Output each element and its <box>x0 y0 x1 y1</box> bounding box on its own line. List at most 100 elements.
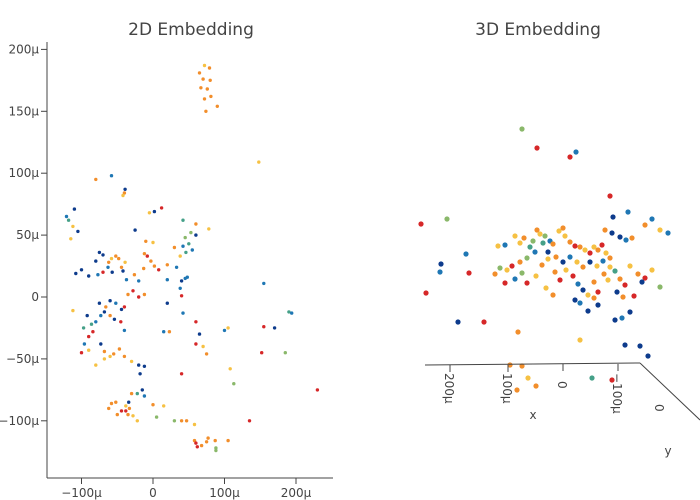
scatter-point-3d <box>570 273 576 279</box>
scatter-point <box>96 273 100 277</box>
scatter-point <box>82 342 87 346</box>
scatter-point <box>207 66 212 70</box>
scatter-point <box>202 97 207 101</box>
scatter-point <box>202 63 207 68</box>
scatter-point-3d <box>601 271 607 277</box>
scatter-point <box>152 264 157 268</box>
x-tick-label: 100μ <box>209 486 240 500</box>
scatter-point <box>122 305 127 309</box>
scatter-point <box>262 281 266 286</box>
scatter-point <box>197 71 202 75</box>
scatter-point-3d <box>665 230 671 236</box>
scatter-point-3d <box>438 261 444 267</box>
scatter-point <box>142 252 147 256</box>
scatter-point <box>142 292 147 297</box>
scatter-point-3d <box>552 269 558 275</box>
scatter-point-3d <box>585 308 591 314</box>
scatter-point <box>214 446 218 450</box>
scatter-point <box>114 400 118 404</box>
scatter-point-3d <box>642 275 648 281</box>
scatter-point-3d <box>543 285 549 291</box>
scatter-point <box>102 357 107 361</box>
scatter-point <box>192 438 197 443</box>
scatter-point <box>192 422 197 427</box>
scatter-point-3d <box>620 294 626 300</box>
scatter-point-3d <box>627 309 633 315</box>
scatter-point-3d <box>509 263 515 269</box>
scatter-point-3d <box>512 233 518 239</box>
scatter-point <box>151 403 155 407</box>
scatter-point <box>260 351 264 355</box>
scatter-point <box>85 313 89 318</box>
scatter-point <box>315 388 320 392</box>
y-tick-label: 200μ <box>8 42 39 56</box>
scatter-point <box>247 419 252 423</box>
scatter-point-3d <box>589 375 595 381</box>
scatter-point-3d <box>591 244 597 250</box>
scatter-point-3d <box>623 237 629 243</box>
scatter-point <box>132 273 137 277</box>
scatter-point <box>79 351 84 355</box>
scatter-point-3d <box>607 264 613 270</box>
scatter-point-3d <box>532 249 538 255</box>
scatter-point <box>112 352 116 356</box>
scatter-point-3d <box>550 241 556 247</box>
scatter-point <box>137 363 141 367</box>
scatter-point <box>172 245 177 250</box>
scatter-point-3d <box>607 193 613 199</box>
scatter-point <box>214 448 218 453</box>
scatter-point <box>179 419 184 423</box>
scatter-point <box>178 254 182 258</box>
scatter-point <box>162 330 166 334</box>
scatter-point-3d <box>631 293 637 299</box>
scatter-point <box>129 359 134 364</box>
scatter-point <box>133 228 137 232</box>
scatter-point <box>181 218 185 222</box>
scatter-point-3d <box>466 270 472 276</box>
scatter-point <box>142 266 146 271</box>
scatter-point-3d <box>521 235 527 241</box>
y-tick-label: 50μ <box>16 228 39 242</box>
scatter-point-3d <box>560 225 566 231</box>
scatter-point <box>226 438 230 443</box>
scatter-point-3d <box>519 270 525 276</box>
scatter-point-3d <box>517 259 523 265</box>
scatter-point <box>71 308 75 313</box>
scatter-point <box>124 409 128 413</box>
scatter-point-3d <box>637 343 643 349</box>
scatter-point-3d <box>617 276 623 282</box>
scatter-point <box>179 372 184 376</box>
scatter-point-3d <box>582 247 588 253</box>
scatter-point <box>199 443 204 448</box>
scatter-point-3d <box>495 243 501 249</box>
scatter-point <box>194 320 198 324</box>
scatter-point-3d <box>481 319 487 325</box>
scatter-point-3d <box>525 375 531 381</box>
scatter-point <box>194 441 198 445</box>
scatter-point-3d <box>622 342 628 348</box>
scatter-point-3d <box>545 256 551 262</box>
scatter-point-3d <box>614 289 620 295</box>
x-tick-label-3d: 0 <box>555 381 569 389</box>
scatter-point-3d <box>587 250 593 256</box>
y-axis-ticks: −100μ −50μ 0 50μ 100μ 150μ 200μ <box>0 42 47 428</box>
scatter-point-3d <box>539 262 545 268</box>
scatter-point <box>102 310 107 314</box>
scatter-point-3d <box>657 284 663 290</box>
scatter-point-3d <box>627 263 633 269</box>
scatter-point <box>206 436 210 440</box>
scatter-point <box>204 109 208 114</box>
scatter-point <box>112 317 117 321</box>
scatter-point-3d <box>562 233 568 239</box>
scatter-point <box>197 332 202 336</box>
scatter-point-3d <box>567 154 573 160</box>
scatter-point <box>121 269 125 273</box>
scatter-point-3d <box>502 280 508 286</box>
x-tick-label-3d: −100μ <box>610 373 624 414</box>
scatter-point <box>157 268 161 272</box>
scatter-point <box>108 313 112 318</box>
scatter-point <box>69 237 73 241</box>
y-tick-label: −50μ <box>6 352 39 366</box>
scatter-point-3d <box>657 227 663 233</box>
